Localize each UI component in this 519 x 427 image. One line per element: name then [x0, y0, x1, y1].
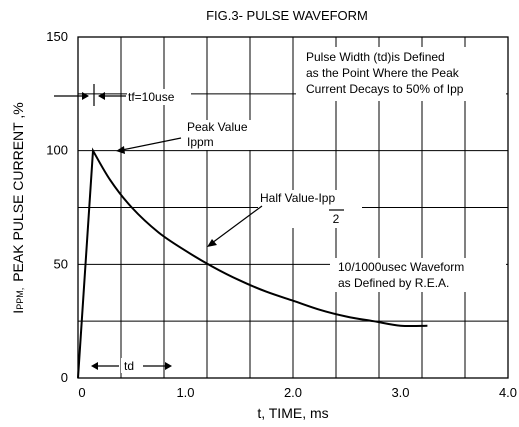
tf-arrowhead-left [82, 92, 89, 100]
y-axis-label-prefix: I [10, 310, 26, 314]
half-value-annotation: Half Value-Ipp 2 [207, 190, 362, 247]
waveform-note-line1: 10/1000usec Waveform [338, 260, 464, 274]
x-tick-label: 2.0 [284, 385, 302, 400]
y-axis-label-subscript: PPM, [15, 288, 25, 310]
x-axis-ticks: 0 1.0 2.0 3.0 4.0 [78, 385, 517, 400]
half-value-arrow [211, 205, 263, 244]
half-label-bg [258, 190, 362, 228]
x-tick-label: 1.0 [176, 385, 194, 400]
y-tick-label: 0 [61, 370, 68, 385]
waveform-note-line2: as Defined by R.E.A. [338, 276, 449, 290]
peak-label-line1: Peak Value [187, 120, 248, 134]
td-marker: td [91, 358, 172, 373]
pulse-waveform-line [77, 147, 428, 379]
peak-label-bg [182, 120, 262, 150]
y-tick-label: 50 [54, 256, 68, 271]
y-tick-label: 150 [46, 29, 68, 44]
peak-arrow [121, 137, 182, 151]
pulse-note-line2: as the Point Where the Peak [306, 66, 460, 80]
pulse-note-bg [296, 47, 506, 101]
waveform-note: 10/1000usec Waveform as Defined by R.E.A… [330, 258, 506, 292]
waveform-note-bg [330, 258, 506, 292]
tf-label-bg [127, 89, 191, 105]
half-value-label: Half Value-Ipp [260, 191, 335, 205]
chart-title: FIG.3- PULSE WAVEFORM [206, 8, 368, 23]
pulse-note-line1: Pulse Width (td)is Defined [306, 50, 445, 64]
plot-frame [77, 36, 509, 379]
half-value-denominator: 2 [333, 212, 340, 226]
peak-annotation: Peak Value Ippm [116, 120, 262, 154]
peak-arrowhead [116, 146, 125, 154]
pulse-note-line3: Current Decays to 50% of Ipp [306, 82, 464, 96]
td-label-bg [121, 358, 143, 373]
x-tick-label: 4.0 [499, 385, 517, 400]
td-arrowhead-left [91, 362, 98, 370]
y-axis-label-rest: PEAK PULSE CURRENT ,% [10, 102, 26, 281]
x-tick-label: 3.0 [391, 385, 409, 400]
half-value-arrowhead [207, 239, 217, 247]
pulse-width-note: Pulse Width (td)is Defined as the Point … [296, 47, 506, 101]
x-tick-label: 0 [78, 385, 85, 400]
peak-label-line2: Ippm [187, 135, 214, 149]
td-arrowhead-right [165, 362, 172, 370]
tf-arrowhead-right [98, 92, 105, 100]
y-axis-label: IPPM, PEAK PULSE CURRENT ,% [10, 102, 26, 313]
tf-label: tf=10use [128, 90, 175, 104]
y-tick-label: 100 [46, 143, 68, 158]
td-label: td [124, 359, 134, 373]
tf-marker: tf=10use [54, 84, 191, 106]
x-axis-label: t, TIME, ms [257, 405, 328, 421]
y-axis-ticks: 0 50 100 150 [46, 29, 68, 385]
